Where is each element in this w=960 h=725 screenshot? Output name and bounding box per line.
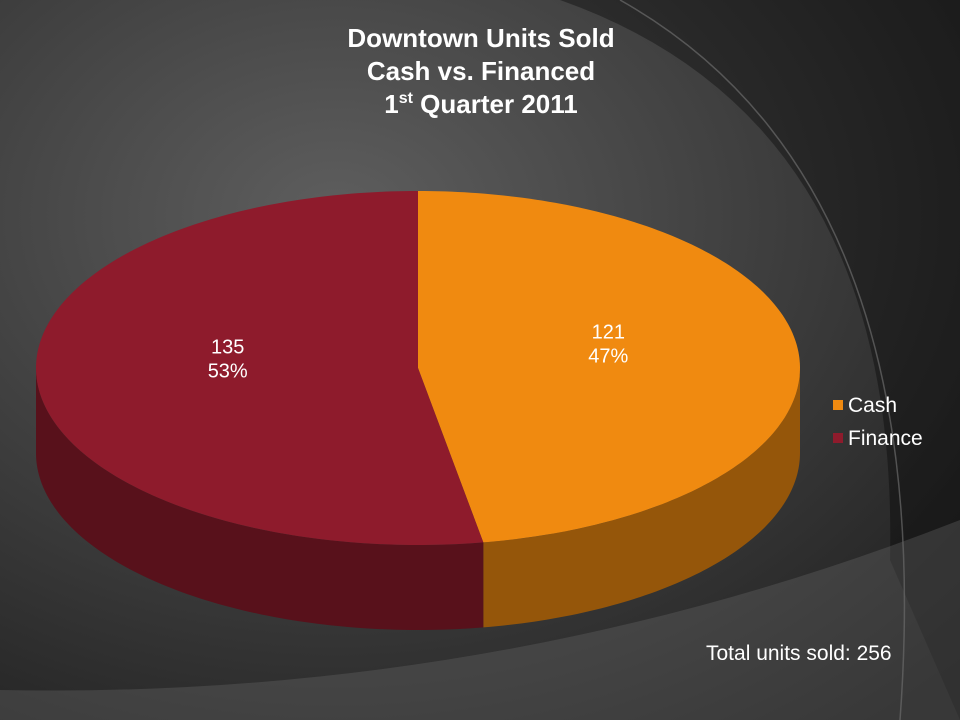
title-part: Quarter 2011 [413,89,578,119]
legend-label: Finance [848,427,923,450]
legend-label: Cash [848,394,897,417]
chart-title: Cash vs. Financed [367,56,595,86]
chart-title: 1st Quarter 2011 [384,89,577,119]
legend-swatch [833,400,843,410]
slice-side [36,368,484,630]
slice-side [483,368,800,628]
legend-swatch [833,433,843,443]
decoration [619,0,906,721]
slice [418,191,800,543]
percent-label: 47% [588,345,628,367]
decoration [0,520,960,720]
title-part: 1 [384,89,398,119]
decoration [560,0,960,720]
data-label: 121 [592,321,625,343]
chart-title: Downtown Units Sold [347,23,614,53]
percent-label: 53% [208,361,248,383]
title-superscript: st [399,90,414,107]
annotation: Total units sold: 256 [706,642,892,665]
data-label: 135 [211,337,244,359]
slice [36,191,484,545]
